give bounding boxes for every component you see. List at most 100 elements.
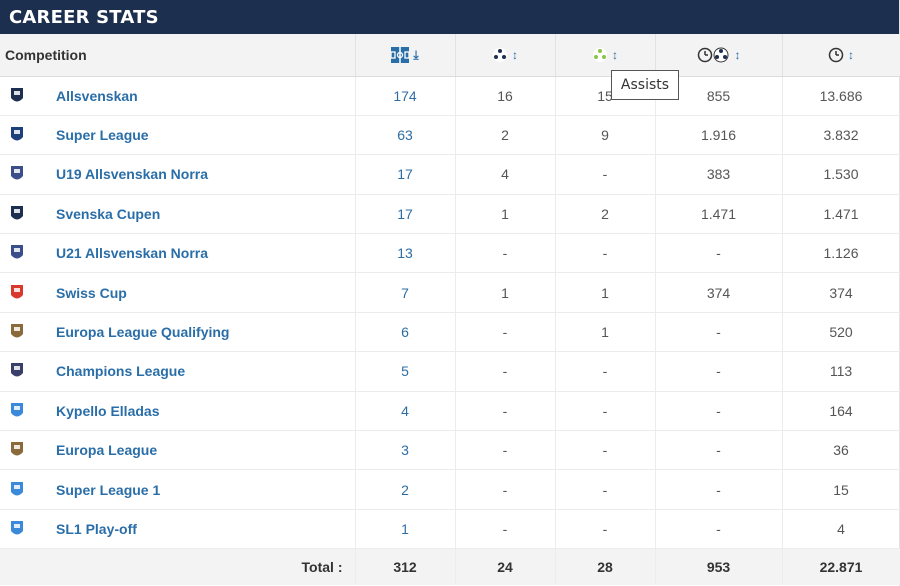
panel-title: CAREER STATS bbox=[0, 0, 899, 34]
total-row: Total : 312 24 28 953 22.871 bbox=[0, 548, 900, 585]
appearances-header[interactable]: ⤓ bbox=[355, 34, 456, 77]
table-row: Kypello Elladas 4- - -164 bbox=[0, 391, 900, 432]
goals-cell: 2 bbox=[455, 115, 556, 156]
minutes-per-goal-cell: - bbox=[655, 430, 783, 471]
competition-link[interactable]: Swiss Cup bbox=[56, 284, 127, 301]
minutes-played-cell: 164 bbox=[782, 391, 900, 432]
appearances-cell[interactable]: 5 bbox=[355, 351, 456, 392]
allsvenskan-logo-icon bbox=[6, 85, 28, 107]
minutes-played-cell: 15 bbox=[782, 469, 900, 510]
goals-icon bbox=[493, 48, 507, 63]
competition-cell: Europa League bbox=[0, 430, 356, 471]
competition-cell: Europa League Qualifying bbox=[0, 312, 356, 353]
competition-link[interactable]: Super League bbox=[56, 127, 149, 144]
table-row: Allsvenskan 174 16 15 855 13.686 bbox=[0, 76, 900, 116]
minutes-per-goal-header[interactable]: ↕ bbox=[655, 34, 783, 77]
appearances-cell[interactable]: 174 bbox=[355, 76, 456, 116]
minutes-per-goal-cell: - bbox=[655, 351, 783, 392]
total-assists: 28 bbox=[555, 548, 656, 585]
assists-cell: - bbox=[555, 391, 656, 432]
appearances-cell[interactable]: 3 bbox=[355, 430, 456, 471]
sort-icon[interactable]: ↕ bbox=[612, 48, 618, 63]
table-row: Super League 63 2 9 1.916 3.832 bbox=[0, 115, 900, 156]
minutes-played-header[interactable]: ↕ bbox=[782, 34, 900, 77]
minutes-played-cell: 520 bbox=[782, 312, 900, 353]
goals-cell: 4 bbox=[455, 154, 556, 195]
competition-link[interactable]: Super League 1 bbox=[56, 481, 161, 498]
super-league-logo-icon bbox=[6, 124, 28, 146]
minutes-per-goal-cell: - bbox=[655, 469, 783, 510]
competition-link[interactable]: SL1 Play-off bbox=[56, 520, 137, 537]
sort-desc-icon[interactable]: ⤓ bbox=[413, 47, 419, 62]
table-row: Europa League Qualifying 6-1-520 bbox=[0, 312, 900, 353]
appearances-cell[interactable]: 6 bbox=[355, 312, 456, 353]
minutes-played-cell: 4 bbox=[782, 509, 900, 550]
competition-cell: Svenska Cupen bbox=[0, 194, 356, 235]
minutes-played-cell: 374 bbox=[782, 272, 900, 313]
goals-cell: - bbox=[455, 430, 556, 471]
minutes-played-icon bbox=[828, 48, 844, 63]
svenska-cupen-logo-icon bbox=[6, 203, 28, 225]
assists-cell: - bbox=[555, 154, 656, 195]
assists-cell: - bbox=[555, 430, 656, 471]
table-header-row: Competition ⤓ bbox=[0, 34, 900, 77]
europa-league-qualifying-logo-icon bbox=[6, 321, 28, 343]
assists-header[interactable]: ↕ bbox=[555, 34, 656, 77]
sl1-play-off-logo-icon bbox=[6, 518, 28, 540]
competition-cell: Swiss Cup bbox=[0, 272, 356, 313]
competition-cell: Champions League bbox=[0, 351, 356, 392]
appearances-cell[interactable]: 2 bbox=[355, 469, 456, 510]
goals-cell: - bbox=[455, 312, 556, 353]
sort-icon[interactable]: ↕ bbox=[734, 48, 741, 63]
assists-tooltip: Assists bbox=[611, 70, 679, 100]
competition-cell: U19 Allsvenskan Norra bbox=[0, 154, 356, 195]
total-appearances: 312 bbox=[355, 548, 456, 585]
goals-cell: - bbox=[455, 391, 556, 432]
table-row: Europa League 3- - -36 bbox=[0, 430, 900, 471]
minutes-per-goal-cell: - bbox=[655, 312, 783, 353]
appearances-cell[interactable]: 17 bbox=[355, 194, 456, 235]
minutes-played-cell: 13.686 bbox=[782, 76, 900, 116]
minutes-per-goal-cell: - bbox=[655, 233, 783, 274]
competition-link[interactable]: U19 Allsvenskan Norra bbox=[56, 166, 208, 183]
assists-cell: 1 bbox=[555, 272, 656, 313]
appearances-cell[interactable]: 17 bbox=[355, 154, 456, 195]
appearances-cell[interactable]: 63 bbox=[355, 115, 456, 156]
competition-cell: SL1 Play-off bbox=[0, 509, 356, 550]
appearances-cell[interactable]: 4 bbox=[355, 391, 456, 432]
assists-cell: 1 bbox=[555, 312, 656, 353]
goals-cell: 1 bbox=[455, 272, 556, 313]
competition-link[interactable]: Svenska Cupen bbox=[56, 205, 161, 222]
appearances-cell[interactable]: 1 bbox=[355, 509, 456, 550]
competition-link[interactable]: Europa League bbox=[56, 442, 158, 459]
assists-icon bbox=[593, 48, 607, 63]
kypello-elladas-logo-icon bbox=[6, 400, 28, 422]
u19-allsvenskan-norra-logo-icon bbox=[6, 163, 28, 185]
table-row: Swiss Cup 7 1 1 374 374 bbox=[0, 272, 900, 313]
competition-link[interactable]: Europa League Qualifying bbox=[56, 324, 230, 341]
appearances-cell[interactable]: 13 bbox=[355, 233, 456, 274]
table-row: SL1 Play-off 1- - -4 bbox=[0, 509, 900, 550]
total-goals: 24 bbox=[455, 548, 556, 585]
assists-cell: - bbox=[555, 351, 656, 392]
minutes-per-goal-cell: - bbox=[655, 509, 783, 550]
competition-link[interactable]: U21 Allsvenskan Norra bbox=[56, 245, 208, 262]
goals-cell: - bbox=[455, 469, 556, 510]
table-row: Super League 1 2- - -15 bbox=[0, 469, 900, 510]
minutes-played-cell: 1.471 bbox=[782, 194, 900, 235]
table-row: U21 Allsvenskan Norra 13- - -1.126 bbox=[0, 233, 900, 274]
minutes-played-cell: 1.126 bbox=[782, 233, 900, 274]
appearances-cell[interactable]: 7 bbox=[355, 272, 456, 313]
competition-link[interactable]: Champions League bbox=[56, 363, 186, 380]
sort-icon[interactable]: ↕ bbox=[848, 48, 854, 63]
goals-header[interactable]: ↕ bbox=[455, 34, 556, 77]
goals-cell: 16 bbox=[455, 76, 556, 116]
goals-cell: - bbox=[455, 351, 556, 392]
minutes-per-goal-cell: 383 bbox=[655, 154, 783, 195]
sort-icon[interactable]: ↕ bbox=[512, 48, 518, 63]
competition-link[interactable]: Allsvenskan bbox=[56, 87, 138, 104]
appearances-icon bbox=[391, 47, 410, 64]
minutes-played-cell: 1.530 bbox=[782, 154, 900, 195]
competition-link[interactable]: Kypello Elladas bbox=[56, 402, 160, 419]
